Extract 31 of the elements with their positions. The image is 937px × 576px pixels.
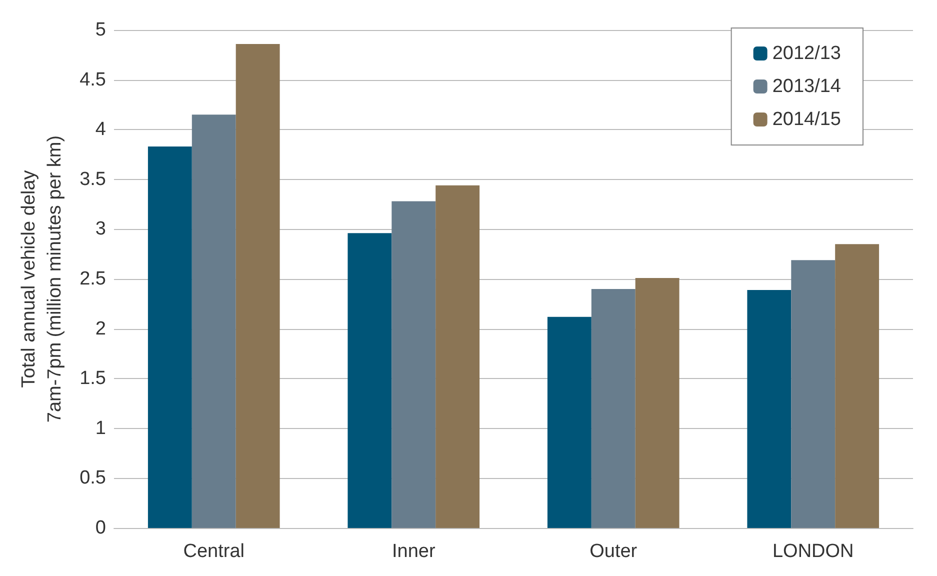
x-tick-label: LONDON <box>772 541 854 562</box>
y-tick-label: 3 <box>95 218 106 240</box>
legend-label: 2014/15 <box>772 109 842 130</box>
bar <box>436 185 480 528</box>
y-tick-label: 1.5 <box>80 368 106 390</box>
bar <box>547 316 592 528</box>
y-axis-title: Total annual vehicle delay 7am-7pm (million minutes per km) <box>18 135 66 423</box>
legend-label: 2013/14 <box>772 76 842 97</box>
x-tick-label: Outer <box>590 541 638 562</box>
bar <box>348 233 392 528</box>
y-tick-label: 3.5 <box>80 168 106 190</box>
y-tick-label: 0.5 <box>80 468 106 489</box>
legend-label: 2012/13 <box>772 43 842 64</box>
y-tick-label: 2 <box>95 318 106 340</box>
y-tick-label: 1 <box>95 418 106 439</box>
x-tick-label: Central <box>183 541 244 562</box>
y-tick-label: 4.5 <box>80 69 106 90</box>
bar <box>591 288 636 528</box>
y-tick-label: 0 <box>95 518 106 538</box>
y-tick-label: 5 <box>95 20 106 40</box>
bar <box>192 114 236 528</box>
bar <box>835 244 880 528</box>
bar <box>791 260 836 528</box>
bar <box>747 290 792 528</box>
bar <box>635 278 680 528</box>
y-tick-label: 2.5 <box>80 268 106 290</box>
bar <box>236 44 280 528</box>
y-tick-label: 4 <box>95 119 106 140</box>
bar <box>148 146 192 528</box>
x-tick-label: Inner <box>392 541 436 562</box>
bar <box>392 201 436 528</box>
